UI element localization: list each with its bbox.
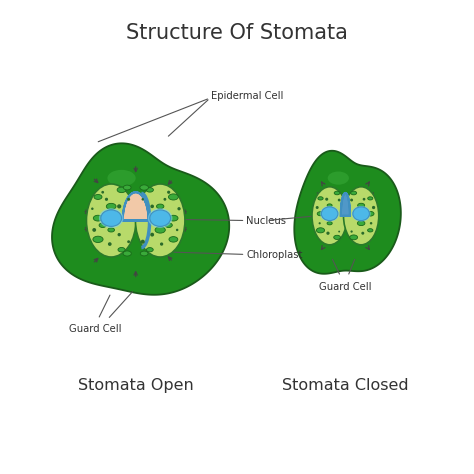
Ellipse shape	[168, 194, 178, 200]
Ellipse shape	[140, 185, 148, 190]
Text: Nucleus: Nucleus	[246, 216, 286, 226]
Circle shape	[164, 198, 166, 201]
Circle shape	[141, 240, 145, 244]
Ellipse shape	[327, 204, 332, 207]
Ellipse shape	[106, 203, 116, 210]
Circle shape	[167, 191, 170, 194]
Ellipse shape	[368, 197, 373, 200]
Ellipse shape	[312, 187, 347, 245]
Circle shape	[92, 228, 96, 232]
Ellipse shape	[352, 206, 371, 222]
Ellipse shape	[123, 185, 131, 190]
Ellipse shape	[317, 212, 324, 216]
Ellipse shape	[148, 208, 173, 228]
Ellipse shape	[357, 221, 365, 226]
Ellipse shape	[165, 223, 173, 228]
Text: Stomata Closed: Stomata Closed	[282, 378, 409, 393]
Circle shape	[350, 199, 353, 201]
Ellipse shape	[146, 188, 154, 192]
Circle shape	[127, 198, 130, 201]
Ellipse shape	[94, 194, 102, 200]
Text: Chloroplast: Chloroplast	[246, 250, 303, 260]
Circle shape	[325, 198, 328, 201]
Text: Structure Of Stomata: Structure Of Stomata	[126, 23, 348, 43]
Ellipse shape	[93, 236, 103, 243]
Circle shape	[91, 208, 93, 210]
Circle shape	[372, 206, 375, 209]
Circle shape	[117, 204, 121, 209]
Text: Guard Cell: Guard Cell	[69, 324, 122, 334]
Polygon shape	[294, 151, 401, 274]
Polygon shape	[341, 193, 350, 216]
Circle shape	[150, 205, 154, 208]
Circle shape	[361, 232, 365, 235]
Ellipse shape	[353, 207, 369, 220]
Ellipse shape	[118, 247, 125, 252]
Circle shape	[176, 228, 178, 231]
Polygon shape	[123, 192, 149, 220]
Ellipse shape	[117, 187, 126, 192]
Circle shape	[160, 242, 163, 246]
Text: Epidermal Cell: Epidermal Cell	[211, 91, 283, 100]
Circle shape	[316, 206, 319, 209]
Ellipse shape	[334, 191, 340, 195]
Circle shape	[370, 222, 373, 225]
Ellipse shape	[86, 184, 136, 257]
Ellipse shape	[150, 210, 171, 227]
Ellipse shape	[101, 210, 121, 227]
Ellipse shape	[351, 191, 356, 195]
Ellipse shape	[108, 170, 136, 186]
Ellipse shape	[328, 172, 349, 185]
Ellipse shape	[155, 227, 165, 233]
Ellipse shape	[368, 228, 373, 232]
Circle shape	[150, 233, 154, 237]
Circle shape	[101, 191, 104, 193]
Ellipse shape	[123, 251, 131, 256]
Ellipse shape	[317, 228, 325, 233]
Ellipse shape	[99, 223, 106, 228]
Ellipse shape	[156, 204, 164, 209]
Circle shape	[127, 240, 130, 243]
Circle shape	[363, 198, 365, 201]
Ellipse shape	[350, 235, 357, 240]
Ellipse shape	[344, 187, 379, 245]
Ellipse shape	[320, 206, 339, 222]
Circle shape	[118, 233, 121, 237]
Ellipse shape	[318, 197, 323, 200]
Ellipse shape	[169, 215, 178, 221]
Ellipse shape	[321, 207, 338, 220]
Ellipse shape	[327, 222, 332, 225]
Circle shape	[108, 242, 112, 246]
Text: Guard Cell: Guard Cell	[319, 282, 372, 292]
Circle shape	[338, 199, 340, 201]
Ellipse shape	[99, 208, 123, 228]
Ellipse shape	[108, 228, 115, 232]
Ellipse shape	[93, 215, 103, 221]
Circle shape	[105, 198, 108, 201]
Ellipse shape	[140, 251, 148, 256]
Ellipse shape	[357, 203, 365, 208]
Polygon shape	[52, 143, 229, 295]
Ellipse shape	[334, 235, 340, 239]
Circle shape	[319, 222, 321, 224]
Ellipse shape	[146, 247, 153, 252]
Circle shape	[338, 231, 340, 232]
Ellipse shape	[366, 211, 374, 216]
Text: Stomata Open: Stomata Open	[78, 378, 193, 393]
Ellipse shape	[136, 184, 185, 257]
Ellipse shape	[169, 237, 178, 242]
Circle shape	[350, 230, 353, 233]
Circle shape	[326, 232, 329, 235]
Circle shape	[142, 198, 144, 201]
Circle shape	[177, 207, 181, 210]
